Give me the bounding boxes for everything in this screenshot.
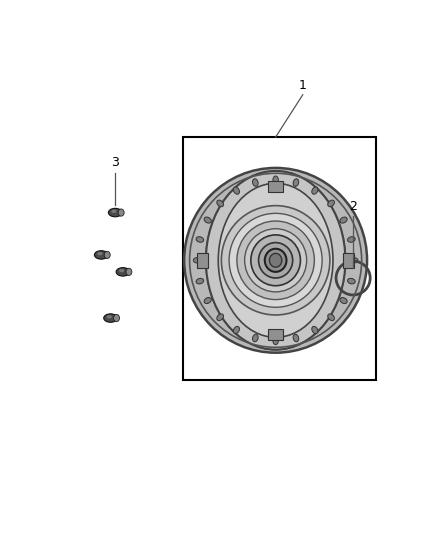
Ellipse shape [104,252,110,259]
Ellipse shape [233,326,240,334]
Ellipse shape [265,249,286,272]
Ellipse shape [196,237,204,243]
Ellipse shape [312,187,318,194]
Ellipse shape [273,176,278,184]
Ellipse shape [229,213,322,308]
Ellipse shape [340,217,347,223]
Ellipse shape [218,183,333,337]
Ellipse shape [108,208,122,217]
Ellipse shape [97,252,102,255]
Text: 2: 2 [349,200,357,213]
Ellipse shape [251,235,300,286]
Ellipse shape [328,200,335,207]
Ellipse shape [245,229,307,292]
Ellipse shape [221,206,330,315]
Ellipse shape [196,278,204,284]
Ellipse shape [253,179,258,187]
FancyBboxPatch shape [268,329,283,340]
Ellipse shape [269,253,282,267]
Ellipse shape [184,168,367,353]
Ellipse shape [348,278,355,284]
Bar [183,137,376,379]
FancyBboxPatch shape [198,253,208,268]
Ellipse shape [348,237,355,243]
Ellipse shape [113,314,120,321]
Text: 1: 1 [299,79,307,92]
Ellipse shape [340,297,347,304]
Ellipse shape [126,268,132,276]
Ellipse shape [111,209,117,213]
FancyBboxPatch shape [343,253,354,268]
Ellipse shape [233,187,240,194]
Ellipse shape [217,200,223,207]
Ellipse shape [237,221,314,300]
Ellipse shape [206,171,346,350]
Ellipse shape [293,179,299,187]
FancyBboxPatch shape [268,181,283,192]
Ellipse shape [273,337,278,345]
Ellipse shape [328,314,335,320]
Ellipse shape [119,269,124,272]
Ellipse shape [95,251,108,259]
Ellipse shape [193,257,201,263]
Ellipse shape [118,209,124,216]
Ellipse shape [350,257,358,263]
Ellipse shape [116,268,130,276]
Ellipse shape [253,334,258,342]
Ellipse shape [293,334,299,342]
Ellipse shape [104,314,117,322]
Ellipse shape [312,326,318,334]
Ellipse shape [204,217,211,223]
Text: 3: 3 [111,156,119,169]
Ellipse shape [107,315,112,319]
Ellipse shape [204,297,211,304]
Ellipse shape [206,171,346,350]
Ellipse shape [217,314,223,320]
Ellipse shape [258,243,293,278]
